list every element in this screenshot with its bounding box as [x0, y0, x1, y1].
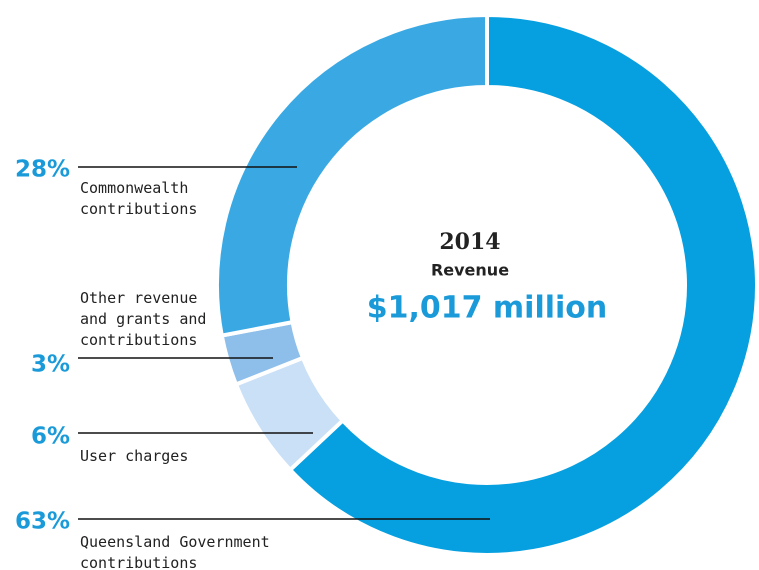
category-label: Queensland Government contributions [80, 533, 270, 570]
slice [215, 12, 489, 338]
slice [287, 12, 759, 557]
percent-label: 28% [15, 157, 70, 183]
year: 2014 [439, 229, 500, 255]
slices [215, 12, 759, 557]
percent-label: 3% [31, 352, 70, 378]
percent-label: 63% [15, 509, 70, 535]
category-label: Commonwealth contributions [80, 179, 198, 218]
subtitle: Revenue [431, 261, 509, 280]
percent-label: 6% [31, 424, 70, 450]
category-label: Other revenue and grants and contributio… [80, 289, 207, 349]
category-label: User charges [80, 447, 189, 465]
total: $1,017 million [367, 291, 608, 326]
